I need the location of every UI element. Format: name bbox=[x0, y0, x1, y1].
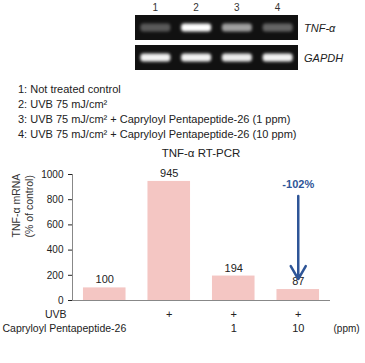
svg-text:Capryloyl Pentapeptide-26: Capryloyl Pentapeptide-26 bbox=[3, 322, 127, 334]
html-text:3: UVB 75 mJ/cm² + Capryloyl P: 3: UVB 75 mJ/cm² + Capryloyl Pentapeptid… bbox=[18, 113, 291, 125]
svg-text:0: 0 bbox=[58, 295, 64, 306]
html-text:TNF-α RT-PCR: TNF-α RT-PCR bbox=[161, 147, 241, 159]
svg-text:194: 194 bbox=[225, 262, 243, 274]
svg-text:+: + bbox=[166, 308, 172, 320]
svg-text:1000: 1000 bbox=[41, 169, 64, 180]
svg-text:+: + bbox=[295, 308, 301, 320]
svg-text:945: 945 bbox=[160, 167, 178, 179]
svg-text:(ppm): (ppm) bbox=[334, 323, 360, 334]
svg-text:100: 100 bbox=[96, 273, 114, 285]
svg-text:600: 600 bbox=[47, 219, 64, 230]
svg-text:400: 400 bbox=[47, 244, 64, 255]
svg-text:TNF-α: TNF-α bbox=[304, 22, 336, 34]
svg-text:3: 3 bbox=[234, 2, 240, 13]
svg-text:87: 87 bbox=[292, 275, 305, 288]
svg-text:UVB: UVB bbox=[45, 308, 67, 320]
svg-text:200: 200 bbox=[47, 270, 64, 281]
svg-text:TNF-α mRNA(% of control): TNF-α mRNA(% of control) bbox=[10, 174, 35, 238]
svg-text:+: + bbox=[231, 308, 237, 320]
svg-text:GAPDH: GAPDH bbox=[304, 52, 343, 64]
svg-text:-102%: -102% bbox=[282, 178, 314, 190]
svg-text:1: 1 bbox=[153, 2, 159, 13]
svg-text:10: 10 bbox=[292, 322, 304, 334]
html-text:2: UVB 75 mJ/cm²: 2: UVB 75 mJ/cm² bbox=[18, 98, 108, 110]
svg-text:4: 4 bbox=[275, 2, 281, 13]
svg-text:2: 2 bbox=[193, 2, 199, 13]
html-text:4: UVB 75 mJ/cm² + Capryloyl P: 4: UVB 75 mJ/cm² + Capryloyl Pentapeptid… bbox=[18, 128, 297, 140]
html-text:1: Not treated control: 1: Not treated control bbox=[18, 83, 121, 95]
svg-text:800: 800 bbox=[47, 194, 64, 205]
svg-text:1: 1 bbox=[231, 322, 237, 334]
